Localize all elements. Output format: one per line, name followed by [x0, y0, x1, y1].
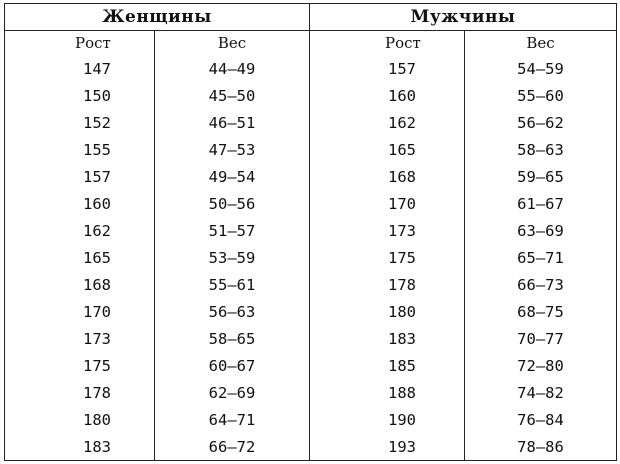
men-height-cell: 185: [309, 352, 465, 379]
men-height-cell: 170: [309, 190, 465, 217]
women-weight-column-header: Вес: [154, 30, 310, 55]
men-weight-cell: 66–73: [464, 271, 617, 298]
men-height-cell: 183: [309, 325, 465, 352]
men-height-cell: 173: [309, 217, 465, 244]
women-weight-cell: 64–71: [154, 406, 310, 433]
women-height-cell: 152: [4, 109, 155, 136]
women-weight-cell: 66–72: [154, 433, 310, 461]
women-weight-cell: 44–49: [154, 55, 310, 82]
women-height-cell: 155: [4, 136, 155, 163]
men-height-column-header: Рост: [309, 30, 465, 55]
men-height-cell: 162: [309, 109, 465, 136]
table-row: 170 56–63 180 68–75: [4, 298, 617, 325]
women-weight-cell: 51–57: [154, 217, 310, 244]
group-header-row: Женщины Мужчины: [4, 3, 617, 31]
weight-height-table: Женщины Мужчины Рост Вес Рост Вес 147 44–…: [4, 3, 617, 461]
table-row: 147 44–49 157 54–59: [4, 55, 617, 82]
men-weight-cell: 61–67: [464, 190, 617, 217]
women-height-cell: 157: [4, 163, 155, 190]
women-weight-cell: 58–65: [154, 325, 310, 352]
women-height-cell: 165: [4, 244, 155, 271]
table-row: 157 49–54 168 59–65: [4, 163, 617, 190]
table-row: 173 58–65 183 70–77: [4, 325, 617, 352]
men-group-header: Мужчины: [309, 3, 617, 31]
table-row: 178 62–69 188 74–82: [4, 379, 617, 406]
women-weight-cell: 60–67: [154, 352, 310, 379]
table-row: 165 53–59 175 65–71: [4, 244, 617, 271]
women-height-cell: 178: [4, 379, 155, 406]
women-weight-cell: 49–54: [154, 163, 310, 190]
men-height-cell: 165: [309, 136, 465, 163]
women-weight-cell: 45–50: [154, 82, 310, 109]
men-weight-cell: 72–80: [464, 352, 617, 379]
women-weight-cell: 55–61: [154, 271, 310, 298]
women-weight-cell: 53–59: [154, 244, 310, 271]
women-height-cell: 162: [4, 217, 155, 244]
men-height-cell: 178: [309, 271, 465, 298]
women-weight-cell: 56–63: [154, 298, 310, 325]
men-height-cell: 190: [309, 406, 465, 433]
column-header-row: Рост Вес Рост Вес: [4, 30, 617, 55]
men-height-cell: 180: [309, 298, 465, 325]
men-weight-cell: 58–63: [464, 136, 617, 163]
weight-height-table-sheet: Женщины Мужчины Рост Вес Рост Вес 147 44–…: [4, 3, 617, 461]
table-row: 168 55–61 178 66–73: [4, 271, 617, 298]
women-height-cell: 175: [4, 352, 155, 379]
men-weight-cell: 76–84: [464, 406, 617, 433]
men-weight-cell: 78–86: [464, 433, 617, 461]
women-height-cell: 150: [4, 82, 155, 109]
men-weight-cell: 70–77: [464, 325, 617, 352]
women-weight-cell: 47–53: [154, 136, 310, 163]
table-row: 175 60–67 185 72–80: [4, 352, 617, 379]
women-height-cell: 147: [4, 55, 155, 82]
men-weight-cell: 65–71: [464, 244, 617, 271]
table-row: 152 46–51 162 56–62: [4, 109, 617, 136]
women-weight-cell: 50–56: [154, 190, 310, 217]
table-row: 155 47–53 165 58–63: [4, 136, 617, 163]
women-height-cell: 170: [4, 298, 155, 325]
men-weight-cell: 56–62: [464, 109, 617, 136]
men-height-cell: 168: [309, 163, 465, 190]
men-weight-column-header: Вес: [464, 30, 617, 55]
men-weight-cell: 59–65: [464, 163, 617, 190]
men-weight-cell: 54–59: [464, 55, 617, 82]
table-row: 162 51–57 173 63–69: [4, 217, 617, 244]
women-height-column-header: Рост: [4, 30, 155, 55]
women-group-header: Женщины: [4, 3, 310, 31]
men-weight-cell: 63–69: [464, 217, 617, 244]
table-row: 150 45–50 160 55–60: [4, 82, 617, 109]
men-weight-cell: 68–75: [464, 298, 617, 325]
men-weight-cell: 74–82: [464, 379, 617, 406]
table-row: 160 50–56 170 61–67: [4, 190, 617, 217]
women-height-cell: 160: [4, 190, 155, 217]
women-height-cell: 168: [4, 271, 155, 298]
women-height-cell: 183: [4, 433, 155, 461]
men-height-cell: 157: [309, 55, 465, 82]
men-height-cell: 175: [309, 244, 465, 271]
men-height-cell: 160: [309, 82, 465, 109]
table-row: 183 66–72 193 78–86: [4, 433, 617, 461]
women-height-cell: 180: [4, 406, 155, 433]
women-height-cell: 173: [4, 325, 155, 352]
table-row: 180 64–71 190 76–84: [4, 406, 617, 433]
men-weight-cell: 55–60: [464, 82, 617, 109]
women-weight-cell: 62–69: [154, 379, 310, 406]
men-height-cell: 188: [309, 379, 465, 406]
women-weight-cell: 46–51: [154, 109, 310, 136]
men-height-cell: 193: [309, 433, 465, 461]
table-body: Рост Вес Рост Вес 147 44–49 157 54–59 150 45–…: [4, 30, 617, 461]
